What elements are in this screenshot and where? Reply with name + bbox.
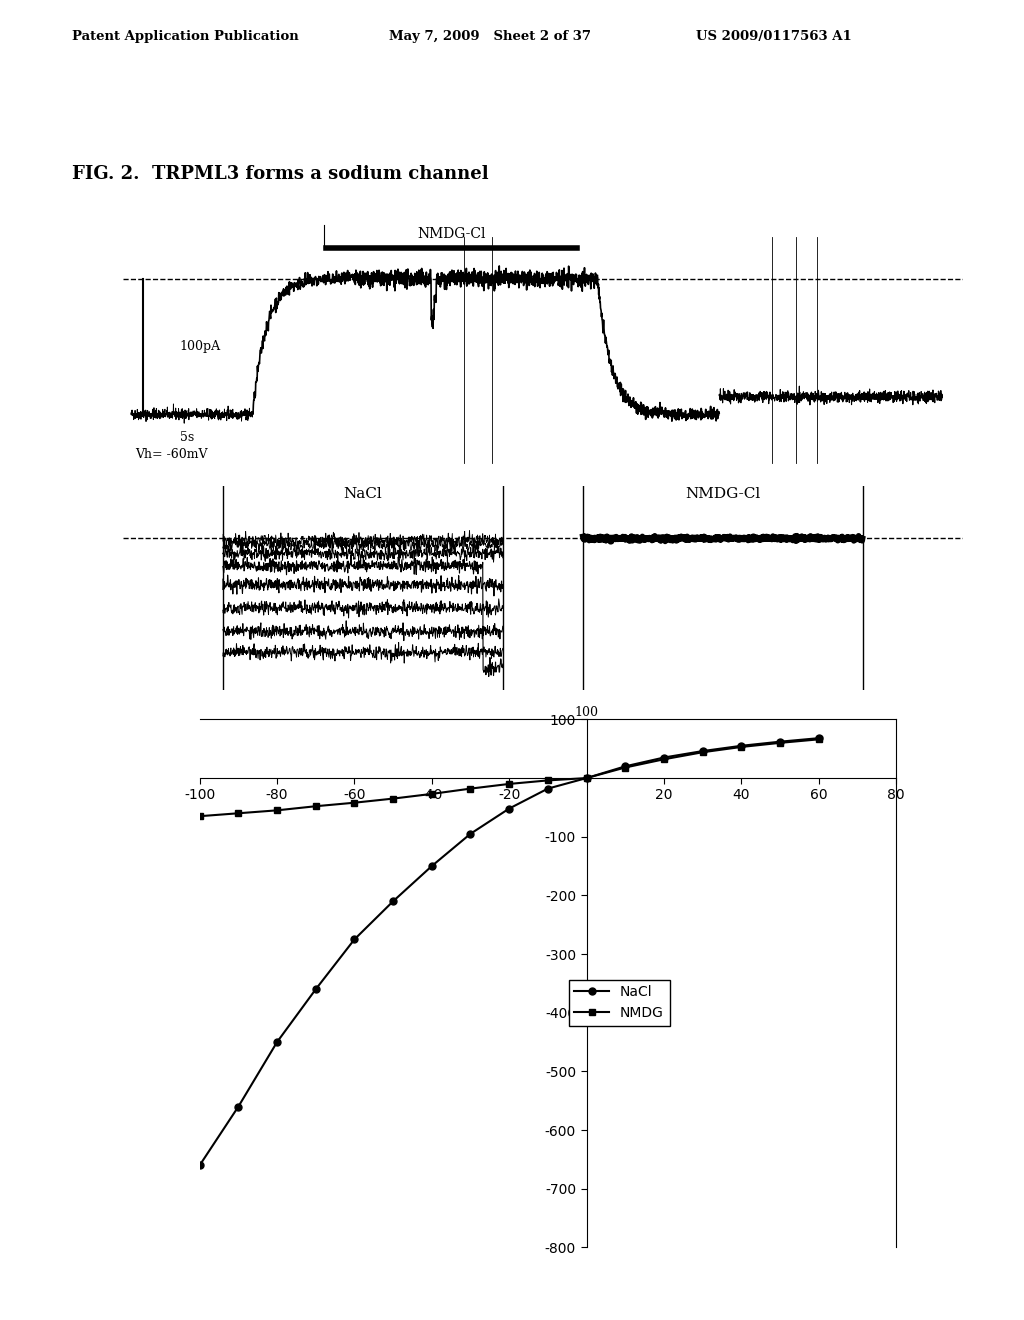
NaCl bbox=[581, 770, 593, 785]
NaCl bbox=[194, 1158, 206, 1173]
NaCl bbox=[426, 858, 438, 874]
NMDG bbox=[426, 785, 438, 801]
Text: Patent Application Publication: Patent Application Publication bbox=[72, 30, 298, 44]
NaCl bbox=[696, 743, 709, 759]
NaCl bbox=[620, 759, 632, 775]
NMDG bbox=[696, 744, 709, 760]
NMDG bbox=[542, 772, 554, 788]
NMDG bbox=[812, 731, 824, 747]
Legend: NaCl, NMDG: NaCl, NMDG bbox=[568, 979, 670, 1026]
Line: NaCl: NaCl bbox=[197, 735, 822, 1168]
Text: May 7, 2009   Sheet 2 of 37: May 7, 2009 Sheet 2 of 37 bbox=[389, 30, 591, 44]
Text: 100: 100 bbox=[574, 706, 598, 719]
NMDG bbox=[657, 751, 670, 767]
Text: NaCl: NaCl bbox=[343, 487, 382, 500]
NaCl bbox=[503, 801, 515, 817]
NMDG bbox=[774, 735, 786, 751]
NMDG bbox=[309, 799, 322, 814]
Text: FIG. 2.  TRPML3 forms a sodium channel: FIG. 2. TRPML3 forms a sodium channel bbox=[72, 165, 488, 183]
NaCl bbox=[812, 730, 824, 746]
NaCl bbox=[657, 750, 670, 766]
NMDG bbox=[620, 759, 632, 775]
Text: US 2009/0117563 A1: US 2009/0117563 A1 bbox=[696, 30, 852, 44]
NMDG bbox=[503, 776, 515, 792]
NaCl bbox=[348, 932, 360, 948]
NMDG bbox=[194, 808, 206, 824]
NaCl bbox=[774, 734, 786, 750]
NMDG bbox=[348, 795, 360, 810]
NaCl bbox=[309, 981, 322, 997]
NaCl bbox=[542, 780, 554, 796]
NaCl bbox=[464, 826, 476, 842]
Text: 100pA: 100pA bbox=[179, 341, 221, 354]
NaCl bbox=[735, 738, 748, 754]
Text: NMDG-Cl: NMDG-Cl bbox=[685, 487, 760, 500]
NaCl bbox=[271, 1034, 284, 1049]
NMDG bbox=[735, 739, 748, 755]
NMDG bbox=[581, 770, 593, 785]
Text: 5s: 5s bbox=[179, 430, 194, 444]
NaCl bbox=[232, 1098, 245, 1114]
NMDG bbox=[387, 791, 399, 807]
NaCl bbox=[387, 894, 399, 909]
Text: Vh= -60mV: Vh= -60mV bbox=[135, 449, 208, 461]
Line: NMDG: NMDG bbox=[197, 735, 822, 820]
Text: NMDG-Cl: NMDG-Cl bbox=[417, 227, 485, 242]
NMDG bbox=[271, 803, 284, 818]
NMDG bbox=[464, 780, 476, 796]
NMDG bbox=[232, 805, 245, 821]
